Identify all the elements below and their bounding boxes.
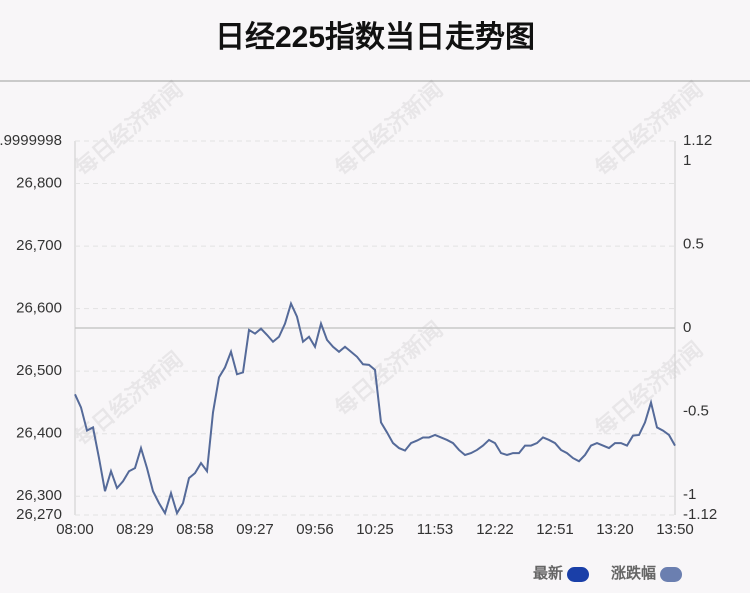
- legend-label: 涨跌幅: [611, 564, 656, 582]
- x-tick-label: 11:53: [417, 521, 453, 538]
- y2-tick-label: -0.5: [683, 402, 709, 419]
- watermark: 每日经济新闻: [330, 77, 447, 181]
- y-tick-label: 26,700: [16, 237, 62, 254]
- y2-tick-label: 1.12: [683, 132, 712, 149]
- x-tick-label: 12:51: [536, 521, 574, 538]
- price-line: [74, 300, 676, 516]
- y2-tick-label: 1: [683, 152, 691, 169]
- x-tick-label: 13:50: [656, 521, 694, 538]
- y-tick-label: 26,300: [16, 487, 62, 504]
- x-tick-label: 08:00: [56, 521, 94, 538]
- x-tick-label: 13:20: [596, 521, 634, 538]
- y2-tick-label: -1: [683, 486, 696, 503]
- x-tick-label: 08:58: [176, 521, 214, 538]
- y2-tick-label: -1.12: [683, 506, 717, 523]
- chart-title: 日经225指数当日走势图: [215, 20, 535, 54]
- y-tick-label: 26,500: [16, 362, 62, 379]
- y-tick-label: 26,400: [16, 425, 62, 442]
- watermark: 每日经济新闻: [70, 77, 187, 181]
- watermark: 每日经济新闻: [70, 347, 187, 451]
- y-tick-label: 26,800: [16, 174, 62, 191]
- x-tick-label: 09:56: [296, 521, 334, 538]
- x-tick-label: 12:22: [476, 521, 514, 538]
- x-tick-label: 09:27: [236, 521, 274, 538]
- y-tick-label: 26,600: [16, 300, 62, 317]
- y2-tick-label: 0: [683, 319, 691, 336]
- legend-label: 最新: [533, 564, 563, 582]
- y-tick-label: 26,867.9999998: [0, 132, 62, 149]
- x-tick-label: 08:29: [116, 521, 154, 538]
- legend-swatch: [567, 567, 590, 582]
- y2-tick-label: 0.5: [683, 235, 704, 252]
- y-tick-label: 26,270: [16, 506, 62, 523]
- legend-swatch: [660, 567, 683, 582]
- x-tick-label: 10:25: [356, 521, 394, 538]
- watermark: 每日经济新闻: [330, 317, 447, 421]
- watermark: 每日经济新闻: [590, 337, 707, 441]
